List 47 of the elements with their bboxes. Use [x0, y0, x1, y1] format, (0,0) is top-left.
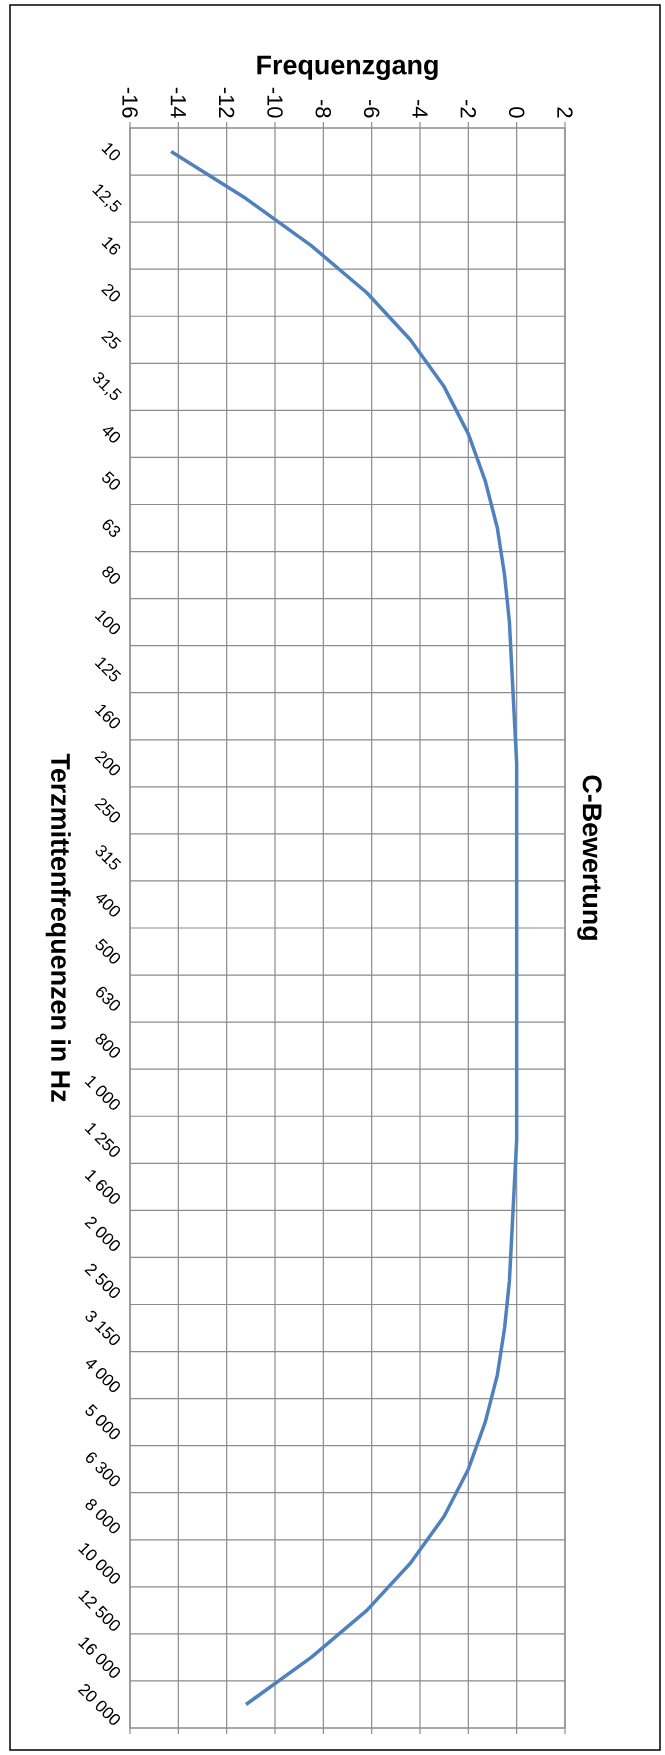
y-tick-label: 12,5: [92, 184, 122, 212]
y-tick-label: 800: [95, 1033, 121, 1058]
y-tick-label: 630: [96, 986, 121, 1011]
y-tick-label: 200: [94, 751, 121, 776]
x-tick-label: -4: [412, 99, 428, 118]
y-tick-label: 2 000: [84, 1216, 120, 1251]
y-tick-label: 80: [102, 566, 121, 584]
y-tick-label: 1 000: [84, 1076, 120, 1110]
y-tick-label: 1 600: [84, 1170, 120, 1204]
x-tick-label: -14: [170, 87, 186, 118]
y-tick-label: 2 500: [84, 1263, 120, 1298]
y-tick-label: 1 250: [84, 1123, 120, 1157]
x-tick-label: -6: [363, 99, 380, 118]
y-tick-label: 500: [95, 938, 121, 964]
x-tick-label: 2: [557, 107, 573, 118]
y-tick-label: 31,5: [92, 372, 122, 400]
y-tick-label: 4 000: [85, 1360, 120, 1393]
y-tick-label: 125: [94, 657, 122, 682]
x-tick-label: -8: [315, 99, 332, 118]
y-tick-label: 20: [101, 283, 121, 302]
y-tick-label: 5 000: [85, 1404, 120, 1440]
y-tick-label: 50: [102, 471, 121, 490]
y-tick-label: 63: [102, 519, 121, 538]
y-tick-label: 160: [94, 704, 121, 729]
y-tick-label: 6 300: [85, 1452, 120, 1487]
y-tick-label: 100: [94, 610, 121, 635]
y-tick-label: 10: [101, 143, 121, 161]
y-tick-label: 10 000: [78, 1543, 120, 1584]
x-tick-label: -2: [460, 99, 476, 118]
y-tick-label: 16: [101, 237, 121, 255]
y-tick-label: 3 150: [85, 1310, 120, 1346]
y-tick-label: 25: [101, 330, 122, 349]
x-tick-label: -16: [122, 87, 138, 118]
x-tick-label: 0: [508, 107, 525, 118]
y-tick-label: 400: [96, 894, 121, 917]
y-axis-title: Terzmittenfrequenzen in Hz: [45, 753, 71, 1102]
y-tick-label: 16 000: [78, 1637, 120, 1678]
text: C-Bewertung: [577, 775, 602, 940]
y-tick-label: 250: [94, 798, 121, 823]
y-tick-label: 40: [102, 427, 121, 443]
x-axis-title: Frequenzgang: [257, 55, 438, 80]
x-tick-label: -10: [267, 87, 283, 118]
x-tick-label: -12: [219, 87, 235, 118]
y-tick-label: 315: [95, 845, 122, 870]
y-tick-label: 12 500: [78, 1590, 120, 1631]
y-tick-label: 20 000: [77, 1684, 120, 1725]
y-tick-label: 8 000: [85, 1499, 120, 1534]
